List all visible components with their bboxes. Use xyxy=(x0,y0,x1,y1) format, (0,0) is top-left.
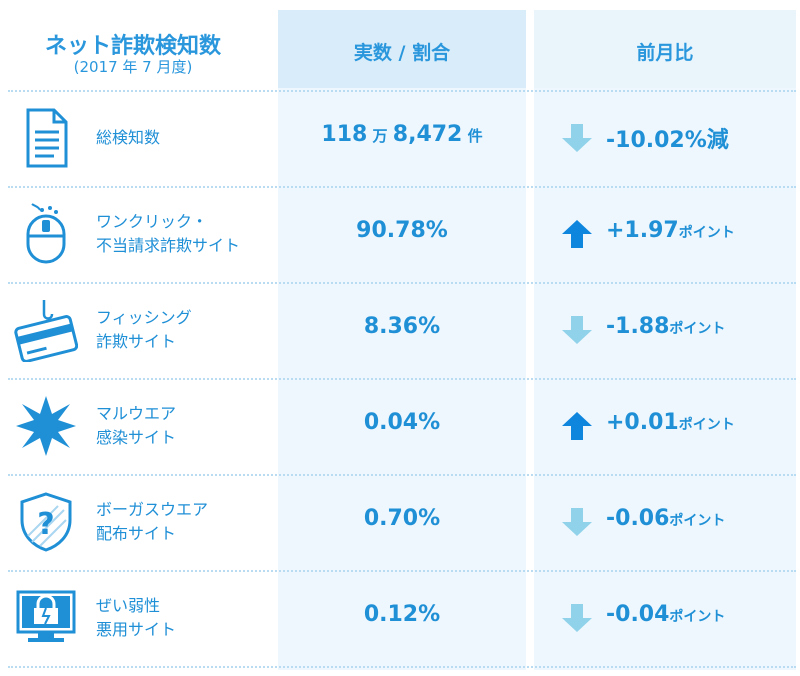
change-number: -0.04 xyxy=(606,602,670,627)
value-header-cell xyxy=(278,10,526,88)
table-row: ぜい弱性悪用サイト 0.12% -0.04ポイント xyxy=(0,570,800,666)
change-number: -1.88 xyxy=(606,314,670,339)
change-value: -0.04ポイント xyxy=(606,602,725,627)
change-unit: 減 xyxy=(706,128,729,153)
row-label-line: 感染サイト xyxy=(96,428,177,447)
row-label-line: 配布サイト xyxy=(96,524,177,543)
change-value: -10.02%減 xyxy=(606,122,729,154)
change-header-cell xyxy=(534,10,796,88)
credit-card-hook-icon xyxy=(14,298,79,363)
change-number: -10.02% xyxy=(606,128,707,153)
arrow-up-icon xyxy=(562,412,592,440)
change-value: -1.88ポイント xyxy=(606,314,725,339)
change-value: +1.97ポイント xyxy=(606,218,735,243)
svg-text:?: ? xyxy=(37,507,54,542)
row-value: 90.78% xyxy=(278,218,526,243)
value-number: 0.12% xyxy=(363,602,441,627)
document-icon xyxy=(14,106,78,170)
row-change: +0.01ポイント xyxy=(534,378,796,474)
table-subtitle: (2017 年 7 月度) xyxy=(73,58,193,76)
column-header-change: 前月比 xyxy=(636,42,694,64)
change-value: +0.01ポイント xyxy=(606,410,735,435)
row-label: 総検知数 xyxy=(96,126,160,150)
arrow-down-icon xyxy=(562,604,592,632)
arrow-down-icon xyxy=(562,508,592,536)
change-number: +1.97 xyxy=(606,218,679,243)
value-number: 0.04% xyxy=(363,410,441,435)
value-number: 8.36% xyxy=(363,314,441,339)
arrow-down-icon xyxy=(562,316,592,344)
change-unit: ポイント xyxy=(678,417,735,433)
table-row: 総検知数 118 万 8,472 件 -10.02%減 xyxy=(0,90,800,186)
row-value: 0.70% xyxy=(278,506,526,531)
mouse-icon xyxy=(14,202,78,266)
row-divider xyxy=(8,186,796,188)
change-number: +0.01 xyxy=(606,410,679,435)
row-divider xyxy=(8,474,796,476)
arrow-down-icon xyxy=(562,124,592,152)
row-label-line: ボーガスウエア xyxy=(96,500,209,519)
broken-lock-monitor-icon xyxy=(14,586,78,650)
row-divider xyxy=(8,282,796,284)
row-label-line: 不当請求詐欺サイト xyxy=(96,236,241,255)
row-label: ワンクリック・不当請求詐欺サイト xyxy=(96,210,240,258)
malware-burst-icon xyxy=(14,394,78,458)
arrow-up-icon xyxy=(562,220,592,248)
table-row: マルウエア感染サイト 0.04% +0.01ポイント xyxy=(0,378,800,474)
row-change: -0.06ポイント xyxy=(534,474,796,570)
table-row: ワンクリック・不当請求詐欺サイト 90.78% +1.97ポイント xyxy=(0,186,800,282)
row-value: 0.04% xyxy=(278,410,526,435)
row-value: 8.36% xyxy=(278,314,526,339)
row-divider xyxy=(8,570,796,572)
table-row: フィッシング 詐欺サイト 8.36% -1.88ポイント xyxy=(0,282,800,378)
row-change: -10.02%減 xyxy=(534,90,796,186)
row-divider xyxy=(8,378,796,380)
table-row: ? ボーガスウエア 配布サイト 0.70% -0.06ポイント xyxy=(0,474,800,570)
change-unit: ポイント xyxy=(669,609,726,625)
row-label-line: ワンクリック・ xyxy=(96,212,208,231)
value-column-background xyxy=(278,10,526,670)
value-number: 90.78% xyxy=(356,218,448,243)
row-change: -1.88ポイント xyxy=(534,282,796,378)
row-label-line: フィッシング xyxy=(96,308,192,327)
change-unit: ポイント xyxy=(669,321,726,337)
row-label-line: ぜい弱性 xyxy=(96,596,161,615)
row-change: -0.04ポイント xyxy=(534,570,796,666)
change-value: -0.06ポイント xyxy=(606,506,725,531)
value-number: 0.70% xyxy=(363,506,441,531)
change-unit: ポイント xyxy=(669,513,726,529)
shield-question-icon: ? xyxy=(14,490,78,554)
value-number: 118 xyxy=(321,122,368,147)
row-label: ぜい弱性 悪用サイト xyxy=(96,594,176,642)
row-label: フィッシング 詐欺サイト xyxy=(96,306,192,354)
change-number: -0.06 xyxy=(606,506,670,531)
row-label-line: 悪用サイト xyxy=(96,620,177,639)
row-divider xyxy=(8,90,796,92)
row-value: 0.12% xyxy=(278,602,526,627)
row-value: 118 万 8,472 件 xyxy=(278,122,526,147)
row-label-line: マルウエア xyxy=(96,404,177,423)
row-divider xyxy=(8,666,796,668)
column-header-value: 実数 / 割合 xyxy=(353,42,451,64)
row-label: マルウエア感染サイト xyxy=(96,402,176,450)
value-unit: 万 xyxy=(367,127,393,145)
value-unit: 件 xyxy=(462,127,483,145)
table-title: ネット詐欺検知数 xyxy=(44,34,221,59)
row-label-line: 詐欺サイト xyxy=(96,332,177,351)
change-unit: ポイント xyxy=(678,225,735,241)
value-number: 8,472 xyxy=(392,122,463,147)
row-label-line: 総検知数 xyxy=(96,128,161,147)
row-change: +1.97ポイント xyxy=(534,186,796,282)
row-label: ボーガスウエア 配布サイト xyxy=(96,498,208,546)
